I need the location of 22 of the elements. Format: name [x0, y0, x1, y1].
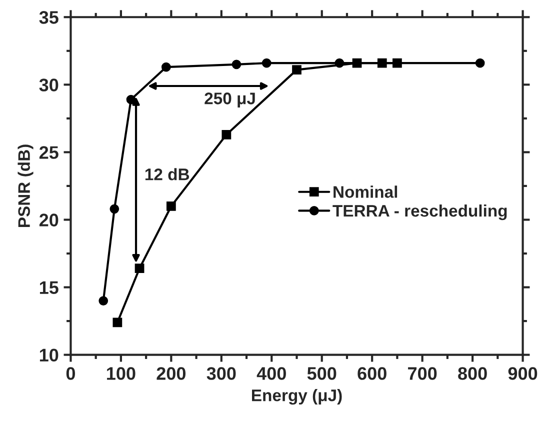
x-tick-label: 600: [358, 367, 386, 380]
x-axis-title: Energy (μJ): [252, 389, 342, 405]
annotation: 12 dB: [145, 168, 190, 180]
x-tick-label: 200: [156, 367, 186, 380]
y-tick-label: 30: [39, 78, 58, 92]
legend-label: Nominal: [334, 186, 398, 198]
x-tick-label: 700: [408, 367, 437, 380]
y-tick-label: 10: [40, 348, 58, 362]
x-tick-label: 0: [66, 367, 75, 380]
y-axis-title: PSNR (dB): [18, 144, 34, 227]
x-tick-label: 400: [256, 367, 286, 380]
x-tick-label: 900: [508, 367, 538, 380]
y-tick-label: 20: [39, 214, 58, 226]
x-tick-label: 800: [458, 367, 487, 380]
annotation: 250 μJ: [204, 92, 255, 108]
x-tick-label: 300: [206, 367, 236, 380]
x-tick-label: 100: [107, 367, 136, 380]
x-tick-label: 500: [307, 367, 336, 380]
legend-label: TERRA - rescheduling: [332, 204, 507, 220]
y-tick-label: 25: [39, 146, 58, 159]
y-tick-label: 15: [40, 281, 58, 294]
y-tick-label: 35: [39, 11, 58, 24]
